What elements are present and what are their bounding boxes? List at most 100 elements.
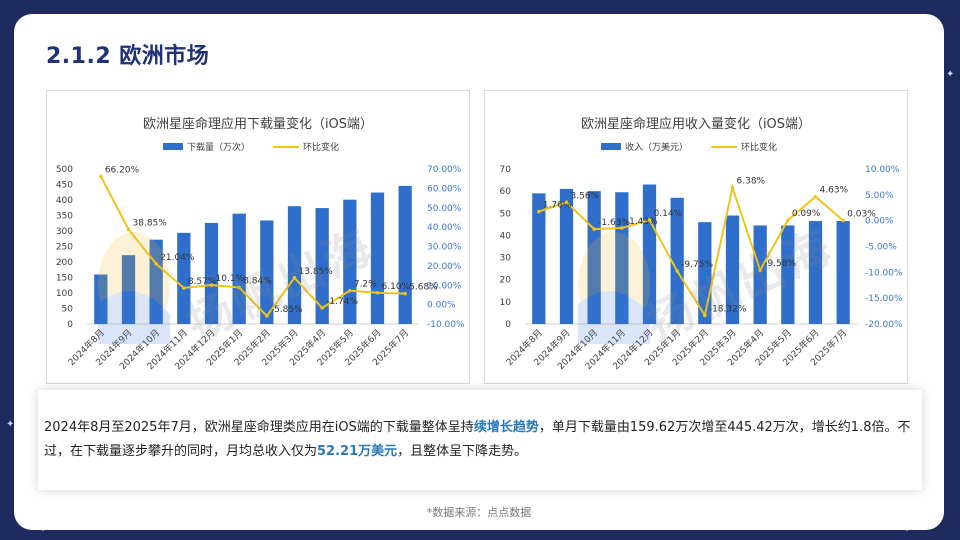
chart-title: 欧洲星座命理应用下载量变化（iOS端） <box>143 116 373 132</box>
right-axis-tick: 40.00% <box>427 223 462 233</box>
bar <box>121 255 136 324</box>
line-point <box>592 227 596 231</box>
bar <box>370 192 385 324</box>
star-decoration: ✦ <box>904 526 910 534</box>
right-axis-tick: 10.00% <box>427 281 462 291</box>
line-data-label: 0.14% <box>654 209 683 219</box>
star-decoration: ✦ <box>6 419 15 430</box>
right-axis-tick: 70.00% <box>427 165 462 175</box>
bar <box>559 188 574 324</box>
left-axis-tick: 300 <box>56 227 73 237</box>
line-data-label: 3.56% <box>571 191 600 201</box>
bar <box>642 184 657 324</box>
left-axis-tick: 30 <box>500 254 512 264</box>
left-axis-tick: 50 <box>500 209 512 219</box>
bar <box>753 225 767 324</box>
left-axis-tick: 10 <box>500 298 512 308</box>
line-data-label: 7.2% <box>354 280 377 290</box>
line-data-label: 8.84% <box>243 276 272 286</box>
line-point <box>564 200 569 205</box>
line-point <box>675 269 679 273</box>
line-point <box>320 306 324 310</box>
line-data-label: -5.85% <box>271 305 303 315</box>
bar <box>232 213 246 324</box>
data-source: *数据来源：点点数据 <box>426 506 532 519</box>
line-data-label: -9.75% <box>681 260 713 270</box>
left-axis-tick: 400 <box>56 196 73 206</box>
left-axis-tick: 70 <box>500 165 512 175</box>
left-axis-tick: 150 <box>56 274 73 284</box>
line-data-label: 38.85% <box>133 218 168 228</box>
right-axis-tick: 60.00% <box>427 184 462 194</box>
legend-line-label: 环比变化 <box>741 141 777 153</box>
line-data-label: -1.74% <box>326 297 358 307</box>
summary-box: 2024年8月至2025年7月，欧洲星座命理类应用在iOS端的下载量整体呈持续增… <box>38 390 922 490</box>
line-point <box>99 174 103 179</box>
right-axis-tick: -10.00% <box>865 268 903 278</box>
summary-highlight: 52.21万美元 <box>317 444 398 459</box>
line-point <box>348 288 352 293</box>
line-point <box>154 262 158 266</box>
line-point <box>703 313 707 318</box>
right-axis-tick: 10.00% <box>865 165 900 175</box>
line-data-label: -18.32% <box>709 304 747 314</box>
line-data-label: 5.68% <box>409 283 438 293</box>
bar <box>398 185 412 324</box>
right-axis-tick: -5.00% <box>865 243 897 253</box>
line-data-label: 1.76% <box>543 201 572 211</box>
left-axis-tick: 50 <box>62 305 74 315</box>
left-axis-tick: 0 <box>67 320 73 330</box>
right-axis-tick: 50.00% <box>427 204 462 214</box>
revenue-chart-panel: 欧洲星座命理应用收入量变化（iOS端） 收入（万美元） 环比变化 0 10 20 30 40 5… <box>484 90 908 384</box>
summary-highlight: 续增长趋势 <box>473 420 539 435</box>
bar <box>204 222 219 324</box>
downloads-chart-panel: 欧洲星座命理应用下载量变化（iOS端） 下载量（万次） 环比变化 0 50 100 150 2… <box>46 90 470 384</box>
star-decoration: ✦ <box>40 526 46 534</box>
line-point <box>620 226 624 230</box>
line-point <box>265 314 269 318</box>
left-axis-tick: 450 <box>56 181 73 191</box>
legend-bar-label: 下载量（万次） <box>187 141 250 153</box>
line-point <box>813 194 818 199</box>
chart-title: 欧洲星座命理应用收入量变化（iOS端） <box>581 116 811 132</box>
line-point <box>841 218 845 223</box>
line-data-label: 10.1% <box>216 274 245 284</box>
bar <box>670 197 684 324</box>
right-axis-tick: 5.00% <box>865 191 894 201</box>
series-line <box>538 183 844 318</box>
right-axis-tick: 0.00% <box>865 217 894 227</box>
line-point <box>292 275 297 280</box>
summary-text: 2024年8月至2025年7月，欧洲星座命理类应用在iOS端的下载量整体呈持续增… <box>44 416 920 464</box>
legend-bar-swatch <box>163 143 183 150</box>
bar <box>94 274 108 324</box>
legend-bar-label: 收入（万美元） <box>625 141 688 153</box>
line-data-label: 4.63% <box>820 186 849 196</box>
line-data-label: -1.63% <box>598 218 630 228</box>
line-point <box>403 291 407 296</box>
bar <box>836 221 850 324</box>
watermark-logo <box>578 232 650 344</box>
slide-card: 2.1.2 欧洲市场 欧洲星座命理应用下载量变化（iOS端） 下载量（万次） 环比变… <box>14 14 944 530</box>
right-axis-tick: 30.00% <box>427 243 462 253</box>
right-axis-tick: 0.00% <box>427 301 456 311</box>
line-point <box>758 268 762 272</box>
left-axis-tick: 40 <box>500 231 512 241</box>
right-axis-tick: -10.00% <box>427 320 465 330</box>
legend-bar-swatch <box>601 143 621 150</box>
line-data-label: 0.09% <box>792 209 821 219</box>
revenue-chart: 欧洲星座命理应用收入量变化（iOS端） 收入（万美元） 环比变化 0 10 20 30 40 5… <box>500 116 903 372</box>
line-point <box>375 291 380 295</box>
line-point <box>537 209 541 214</box>
bar <box>725 215 740 324</box>
line-point <box>786 218 790 223</box>
legend-line-label: 环比变化 <box>303 141 339 153</box>
left-axis-tick: 500 <box>56 165 73 175</box>
line-data-label: -1.43% <box>626 217 658 227</box>
watermark-logo <box>98 232 170 344</box>
line-data-label: 66.20% <box>105 165 140 175</box>
bar <box>808 221 823 324</box>
bar <box>177 232 191 324</box>
line-data-label: 13.85% <box>299 267 334 277</box>
left-axis-tick: 250 <box>56 243 73 253</box>
right-axis-tick: -20.00% <box>865 320 903 330</box>
